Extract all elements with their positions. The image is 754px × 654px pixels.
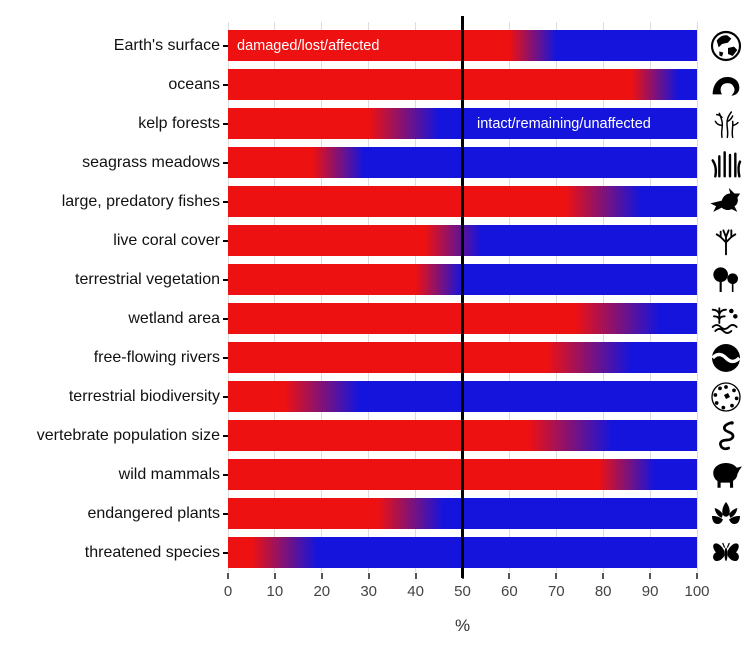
y-tick [223,239,228,242]
category-label: seagrass meadows [82,153,220,171]
fifty-percent-reference-line [461,16,464,578]
bar-rows: Earth's surface oceans kelp forests seagras… [0,26,754,572]
globe-icon [697,26,754,65]
x-tick-label: 100 [684,583,710,600]
x-tick-mark [320,573,323,579]
x-tick-label: 20 [313,583,331,600]
x-tick-mark [273,573,276,579]
ocean-wave-icon [697,65,754,104]
x-tick-label: 0 [223,583,233,600]
gridline [649,22,651,572]
gridline [368,22,370,572]
chart-row: wild mammals [0,455,754,494]
gridline [415,22,417,572]
intact-annotation: intact/remaining/unaffected [477,116,651,132]
chart-row: wetland area [0,299,754,338]
wetland-icon [697,299,754,338]
y-tick [223,44,228,47]
x-tick-mark [508,573,511,579]
y-tick [223,356,228,359]
category-label: free-flowing rivers [93,348,220,366]
x-tick-label: 50 [454,583,471,600]
biodiversity-icon [697,377,754,416]
category-label: wild mammals [118,465,220,483]
x-tick-label: 60 [501,583,518,600]
y-tick [223,551,228,554]
gridline [696,22,698,572]
chart-row: terrestrial biodiversity [0,377,754,416]
seagrass-icon [697,143,754,182]
x-tick-label: 30 [360,583,378,600]
chart-row: free-flowing rivers [0,338,754,377]
category-label: threatened species [84,543,220,561]
category-label: vertebrate population size [36,426,220,444]
y-tick [223,434,228,437]
x-tick-label: 70 [547,583,565,600]
x-tick-mark [367,573,370,579]
chart-row: threatened species [0,533,754,572]
x-tick-mark [696,573,698,579]
x-tick-mark [649,573,652,579]
gridline [508,22,510,572]
chart-row: terrestrial vegetation [0,260,754,299]
gridline [321,22,323,572]
category-label: wetland area [128,309,220,327]
y-tick [223,200,228,203]
lotus-icon [697,494,754,533]
x-tick-mark [555,573,558,579]
y-tick [223,317,228,320]
category-label: terrestrial vegetation [75,270,220,288]
damaged-annotation: damaged/lost/affected [237,38,380,54]
x-tick-label: 40 [407,583,424,600]
trees-icon [697,260,754,299]
category-label: large, predatory fishes [61,192,220,210]
butterfly-icon [697,533,754,572]
category-label: Earth's surface [113,36,220,54]
category-label: endangered plants [87,504,220,522]
y-tick [223,512,228,515]
chart-row: large, predatory fishes [0,182,754,221]
chart-row: oceans [0,65,754,104]
y-tick [223,473,228,476]
category-label: oceans [168,75,220,93]
y-tick [223,83,228,86]
x-tick-label: 90 [641,583,659,600]
chart-row: live coral cover [0,221,754,260]
gridline [227,22,229,572]
rhino-icon [697,455,754,494]
y-tick [223,161,228,164]
x-tick-mark [414,573,417,579]
x-tick-mark [602,573,605,579]
x-tick-label: 10 [266,583,284,600]
category-label: live coral cover [113,231,220,249]
gridline [274,22,276,572]
x-tick-label: 80 [594,583,612,600]
chart-row: seagrass meadows [0,143,754,182]
gridline [602,22,604,572]
y-tick [223,122,228,125]
chart-row: endangered plants [0,494,754,533]
y-tick [223,278,228,281]
chart-row: vertebrate population size [0,416,754,455]
x-axis: 0 10 20 30 40 50 60 70 80 90 100 [224,573,710,607]
snake-icon [697,416,754,455]
x-axis-label: % [454,616,471,635]
gridline [555,22,557,572]
x-tick-mark [227,573,229,579]
category-label: kelp forests [138,114,220,132]
river-icon [697,338,754,377]
marlin-icon [697,182,754,221]
y-tick [223,395,228,398]
kelp-icon [697,104,754,143]
category-label: terrestrial biodiversity [68,387,220,405]
chart-row: Earth's surface [0,26,754,65]
coral-icon [697,221,754,260]
